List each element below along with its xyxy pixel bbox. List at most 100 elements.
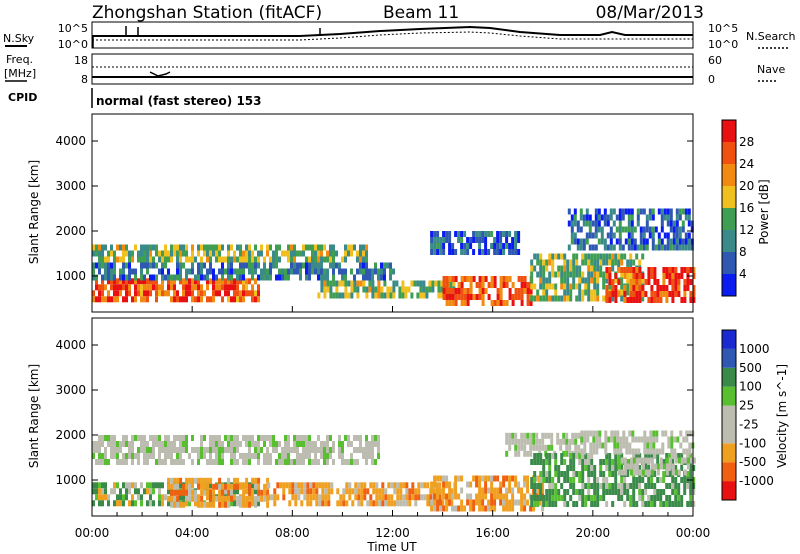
heatmap-cell [445, 294, 449, 300]
heatmap-cell [469, 493, 473, 500]
heatmap-cell [377, 292, 381, 299]
heatmap-cell [332, 262, 335, 269]
heatmap-cell [323, 274, 326, 281]
heatmap-cell [242, 296, 245, 303]
heatmap-cell [566, 271, 570, 278]
heatmap-cell [530, 459, 534, 465]
heatmap-cell [320, 274, 323, 281]
heatmap-cell [448, 487, 452, 494]
heatmap-cell [574, 432, 578, 439]
heatmap-cell [445, 231, 449, 237]
heatmap-cell [128, 453, 131, 459]
heatmap-cell [517, 231, 521, 237]
heatmap-cell [257, 483, 261, 490]
heatmap-cell [146, 244, 149, 251]
heatmap-cell [508, 487, 512, 494]
heatmap-cell [611, 459, 615, 465]
heatmap-cell [617, 267, 621, 273]
heatmap-cell [131, 459, 134, 465]
heatmap-cell [517, 276, 521, 282]
heatmap-cell [116, 441, 119, 447]
heatmap-cell [128, 262, 131, 269]
heatmap-cell [550, 438, 554, 445]
heatmap-cell [433, 243, 437, 249]
colorbar-segment [722, 330, 736, 349]
heatmap-cell [188, 495, 192, 502]
heatmap-cell [511, 282, 515, 288]
heatmap-cell [269, 244, 272, 251]
heatmap-cell [104, 262, 107, 269]
heatmap-cell [623, 267, 627, 273]
heatmap-cell [173, 447, 176, 453]
heatmap-cell [575, 271, 579, 278]
heatmap-cell [614, 483, 618, 489]
heatmap-cell [657, 208, 661, 215]
heatmap-cell [668, 495, 672, 501]
heatmap-cell [239, 250, 242, 257]
heatmap-cell [272, 447, 275, 453]
heatmap-cell [544, 432, 548, 439]
heatmap-cell [254, 501, 258, 508]
heatmap-cell [215, 250, 218, 257]
heatmap-cell [656, 291, 660, 297]
heatmap-cell [445, 276, 449, 282]
colorbar-tick-label: 8 [739, 245, 747, 259]
heatmap-cell [260, 435, 263, 441]
heatmap-cell [617, 279, 621, 285]
heatmap-cell [149, 274, 152, 281]
heatmap-cell [306, 482, 310, 489]
heatmap-cell [638, 285, 642, 291]
heatmap-cell [146, 441, 149, 447]
heatmap-cell [242, 495, 246, 502]
heatmap-cell [161, 262, 164, 269]
heatmap-cell [395, 280, 399, 287]
y-tick-label: 2000 [55, 224, 86, 238]
heatmap-cell [101, 244, 104, 251]
heatmap-cell [128, 250, 131, 257]
heatmap-cell [578, 477, 582, 483]
heatmap-cell [502, 481, 506, 488]
heatmap-cell [257, 453, 260, 459]
heatmap-cell [569, 271, 573, 278]
heatmap-cell [293, 250, 296, 257]
heatmap-cell [344, 435, 347, 441]
heatmap-cell [293, 435, 296, 441]
heatmap-cell [653, 273, 657, 279]
heatmap-cell [433, 499, 437, 506]
heatmap-cell [203, 244, 206, 251]
heatmap-cell [383, 280, 387, 287]
heatmap-cell [579, 238, 583, 245]
heatmap-cell [362, 274, 365, 281]
heatmap-cell [481, 276, 485, 282]
heatmap-cell [290, 262, 293, 269]
heatmap-cell [107, 296, 110, 303]
heatmap-cell [615, 238, 619, 245]
heatmap-cell [530, 495, 534, 501]
heatmap-cell [236, 244, 239, 251]
heatmap-cell [430, 487, 434, 494]
colorbar-frame [721, 329, 737, 501]
heatmap-cell [654, 226, 658, 233]
heatmap-cell [122, 296, 125, 303]
heatmap-cell [608, 465, 612, 471]
heatmap-cell [251, 435, 254, 441]
heatmap-cell [300, 500, 304, 507]
heatmap-cell [496, 243, 500, 249]
heatmap-cell [490, 481, 494, 488]
heatmap-cell [158, 500, 161, 507]
heatmap-cell [656, 469, 660, 476]
heatmap-cell [233, 483, 237, 490]
heatmap-cell [602, 483, 606, 489]
heatmap-cell [614, 465, 618, 471]
heatmap-cell [569, 453, 573, 459]
heatmap-cell [332, 244, 335, 251]
heatmap-cell [245, 250, 248, 257]
heatmap-cell [603, 244, 607, 251]
heatmap-cell [273, 494, 277, 501]
heatmap-cell [269, 268, 272, 275]
heatmap-cell [107, 494, 110, 501]
heatmap-cell [212, 435, 215, 441]
heatmap-cell [463, 276, 467, 282]
heatmap-cell [155, 441, 158, 447]
heatmap-cell [542, 265, 546, 272]
